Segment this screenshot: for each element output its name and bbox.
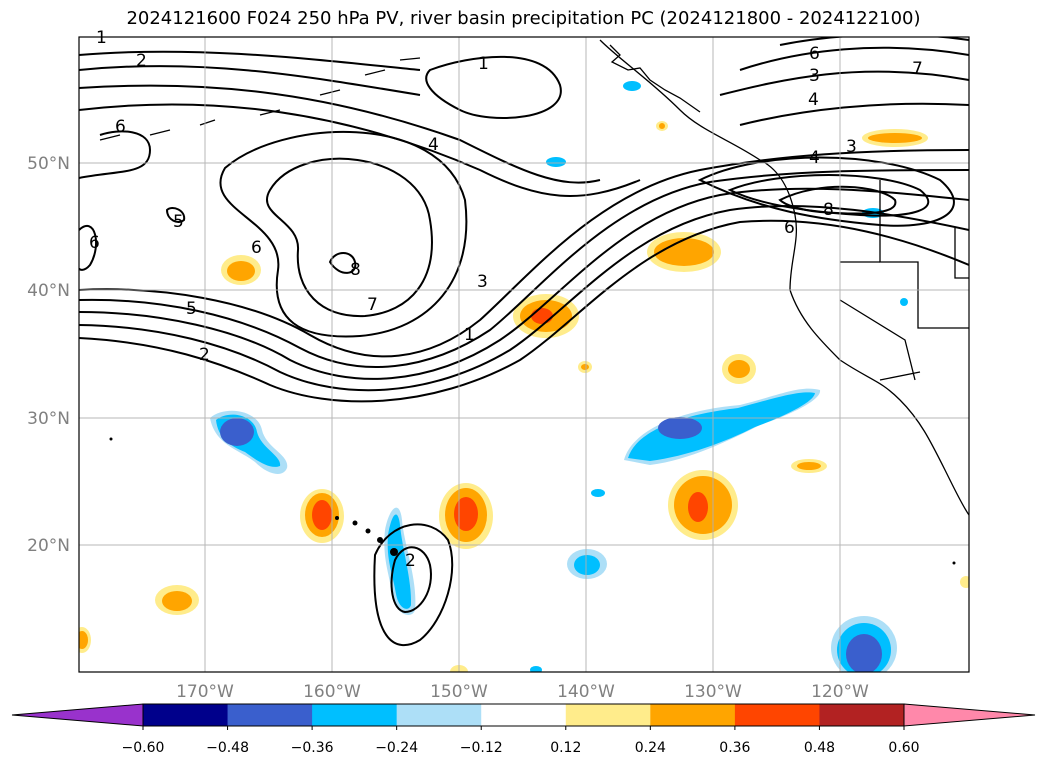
colorbar: −0.60 −0.48 −0.36 −0.24 −0.12 0.12 0.24 0.36 0.4… xyxy=(11,703,1036,756)
contour-label: 5 xyxy=(186,299,197,319)
colorbar-frame xyxy=(142,703,905,727)
colorbar-segment xyxy=(143,704,229,726)
contour-label: 6 xyxy=(251,238,262,258)
colorbar-segment xyxy=(227,704,313,726)
colorbar-segment xyxy=(481,704,567,726)
colorbar-segment xyxy=(650,704,736,726)
latitude-labels: 50°N 40°N 30°N 20°N xyxy=(27,154,70,556)
colorbar-extend-max xyxy=(903,703,1036,727)
contour-label: 5 xyxy=(173,212,184,232)
colorbar-segment xyxy=(312,704,398,726)
contour-label: 6 xyxy=(784,218,795,238)
map-frame xyxy=(78,36,970,673)
lat-label: 20°N xyxy=(27,536,70,556)
colorbar-tick-label: 0.60 xyxy=(888,740,919,756)
colorbar-tick-label: −0.48 xyxy=(206,740,249,756)
map-area xyxy=(79,37,969,672)
colorbar-tick-label: −0.12 xyxy=(460,740,503,756)
lon-label: 120°W xyxy=(811,682,869,702)
island-markers xyxy=(109,437,956,565)
contour-label: 4 xyxy=(808,90,819,110)
colorbar-segment xyxy=(396,704,482,726)
contour-label: 3 xyxy=(846,137,857,157)
contour-label: 6 xyxy=(115,117,126,137)
pv-contours xyxy=(79,37,969,646)
lon-label: 150°W xyxy=(430,682,488,702)
contour-label: 2 xyxy=(199,345,210,365)
lon-label: 130°W xyxy=(684,682,742,702)
lat-label: 30°N xyxy=(27,409,70,429)
colorbar-segment xyxy=(819,704,905,726)
longitude-labels: 170°W 160°W 150°W 140°W 130°W 120°W xyxy=(176,682,869,702)
gridlines xyxy=(79,37,969,672)
contour-label: 3 xyxy=(809,66,820,86)
map-title: 2024121600 F024 250 hPa PV, river basin … xyxy=(126,8,921,29)
colorbar-tick-label: 0.12 xyxy=(550,740,581,756)
colorbar-tick-label: 0.36 xyxy=(719,740,750,756)
contour-label: 6 xyxy=(89,233,100,253)
contour-label: 8 xyxy=(350,260,361,280)
lon-label: 140°W xyxy=(557,682,615,702)
lat-label: 40°N xyxy=(27,281,70,301)
colorbar-extend-min xyxy=(11,703,144,727)
contour-label: 3 xyxy=(477,272,488,292)
contour-label: 1 xyxy=(96,28,107,48)
colorbar-segment xyxy=(734,704,820,726)
contour-label: 8 xyxy=(823,200,834,220)
colorbar-tick-label: 0.24 xyxy=(635,740,666,756)
colorbar-tick-label: −0.60 xyxy=(122,740,165,756)
contour-label: 7 xyxy=(912,59,923,79)
contour-label: 2 xyxy=(136,51,147,71)
lon-label: 160°W xyxy=(303,682,361,702)
colorbar-tick-label: 0.48 xyxy=(804,740,835,756)
colorbar-segment xyxy=(565,704,651,726)
colorbar-tick-label: −0.24 xyxy=(375,740,418,756)
contour-label: 2 xyxy=(405,551,416,571)
contour-label: 1 xyxy=(478,54,489,74)
contour-label: 4 xyxy=(428,135,439,155)
colorbar-tick-label: −0.36 xyxy=(291,740,334,756)
contour-label: 7 xyxy=(367,295,378,315)
positive-anomaly-patches xyxy=(79,121,969,672)
contour-label: 4 xyxy=(809,148,820,168)
contour-value-labels: 1 2 6 6 5 5 2 1 4 6 7 8 3 1 3 6 4 3 4 8 … xyxy=(89,28,923,571)
negative-anomaly-patches xyxy=(210,81,908,672)
contour-label: 1 xyxy=(464,325,475,345)
lon-label: 170°W xyxy=(176,682,234,702)
contour-label: 6 xyxy=(809,44,820,64)
lat-label: 50°N xyxy=(27,154,70,174)
